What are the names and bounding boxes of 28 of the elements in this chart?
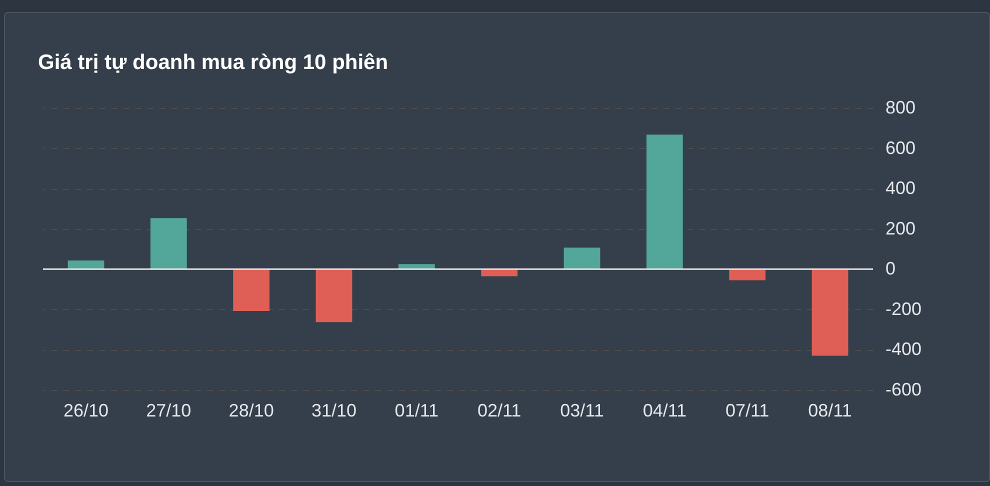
y-tick-label: 800 (886, 98, 916, 118)
x-tick-label: 26/10 (63, 400, 109, 420)
bar (646, 134, 683, 270)
y-tick-label: 0 (886, 258, 896, 279)
bar (150, 218, 187, 270)
chart-title: Giá trị tự doanh mua ròng 10 phiên (38, 51, 388, 74)
y-tick-label: 400 (886, 178, 916, 198)
x-tick-label: 28/10 (228, 400, 274, 420)
x-tick-label: 02/11 (477, 400, 522, 420)
bar (729, 269, 766, 280)
x-tick-label: 07/11 (725, 400, 770, 420)
y-tick-label: -400 (886, 339, 922, 360)
bar (316, 269, 352, 322)
bar (564, 248, 600, 270)
x-tick-label: 27/10 (146, 400, 192, 420)
x-tick-label: 03/11 (560, 400, 604, 420)
bar (398, 264, 435, 270)
bar (233, 269, 270, 312)
x-tick-label: 04/11 (642, 400, 687, 420)
y-tick-label: 200 (886, 218, 916, 238)
x-tick-label: 01/11 (394, 400, 439, 420)
bar (68, 260, 104, 270)
bar (812, 269, 848, 356)
x-tick-label: 08/11 (808, 400, 852, 420)
y-tick-label: -200 (886, 298, 922, 319)
y-tick-label: 600 (886, 138, 916, 158)
y-tick-label: -600 (886, 380, 922, 400)
x-tick-label: 31/10 (311, 400, 357, 420)
